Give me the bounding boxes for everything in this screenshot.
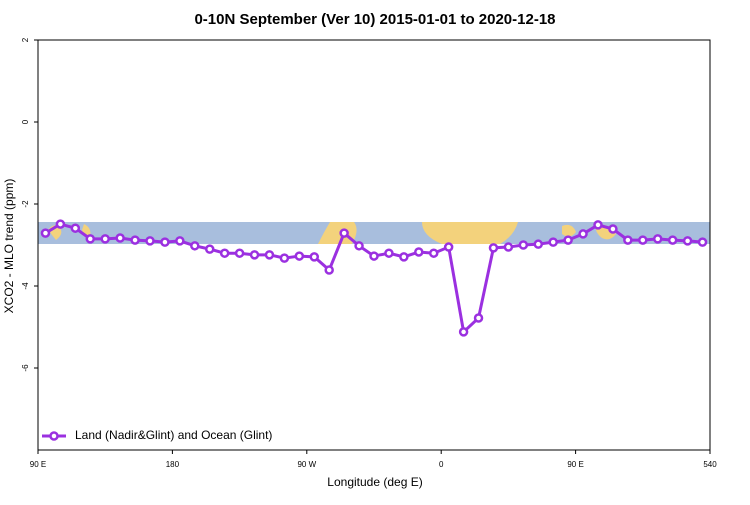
point (652, 234, 663, 244)
x-axis-label: Longitude (deg E) (327, 475, 422, 489)
point (488, 243, 499, 253)
point (309, 252, 320, 262)
y-tick-label: -4 (21, 282, 30, 290)
legend-label: Land (Nadir&Glint) and Ocean (Glint) (75, 428, 272, 442)
y-tick-label: -6 (21, 364, 30, 372)
point (190, 241, 200, 251)
point (175, 236, 185, 246)
point (414, 247, 424, 257)
x-tick-label: 180 (166, 460, 180, 469)
chart-title: 0-10N September (Ver 10) 2015-01-01 to 2… (194, 11, 555, 28)
point (354, 241, 364, 251)
x-tick-label: 90 W (297, 460, 316, 469)
point (160, 237, 170, 247)
point (518, 240, 529, 250)
point (384, 248, 394, 258)
point (548, 237, 558, 247)
y-tick-label: 2 (21, 37, 30, 42)
y-tick-label: 0 (21, 119, 30, 124)
point (294, 251, 305, 261)
point (115, 233, 125, 243)
point (85, 234, 96, 244)
point (503, 242, 514, 252)
y-axis-label: XCO2 - MLO trend (ppm) (2, 179, 16, 314)
x-tick-label: 90 E (30, 460, 46, 469)
point (204, 244, 215, 254)
y-tick-label: -2 (21, 200, 30, 208)
point (219, 248, 230, 258)
point (234, 248, 245, 258)
point (249, 250, 260, 260)
point (369, 251, 379, 261)
point (593, 220, 603, 230)
point (667, 235, 678, 245)
point (638, 235, 648, 245)
point (682, 236, 693, 246)
point (533, 239, 544, 249)
point (339, 228, 349, 238)
point (458, 327, 469, 337)
point (279, 253, 290, 263)
map-band (38, 222, 710, 244)
point (578, 229, 588, 239)
point (608, 224, 618, 234)
point (697, 237, 708, 247)
plot-frame (37, 39, 711, 451)
legend-marker (49, 431, 59, 441)
point (40, 228, 51, 238)
point (428, 248, 439, 258)
point (563, 235, 573, 245)
point (623, 235, 633, 245)
point (55, 219, 66, 229)
point (145, 236, 155, 246)
point (473, 313, 484, 323)
point (443, 242, 454, 252)
x-tick-label: 540 (703, 460, 717, 469)
point (399, 252, 409, 262)
point (324, 265, 334, 275)
x-tick-label: 90 E (567, 460, 583, 469)
point (264, 250, 275, 260)
x-tick-label: 0 (439, 460, 444, 469)
point (100, 234, 110, 244)
point (70, 223, 81, 233)
point (130, 235, 140, 245)
